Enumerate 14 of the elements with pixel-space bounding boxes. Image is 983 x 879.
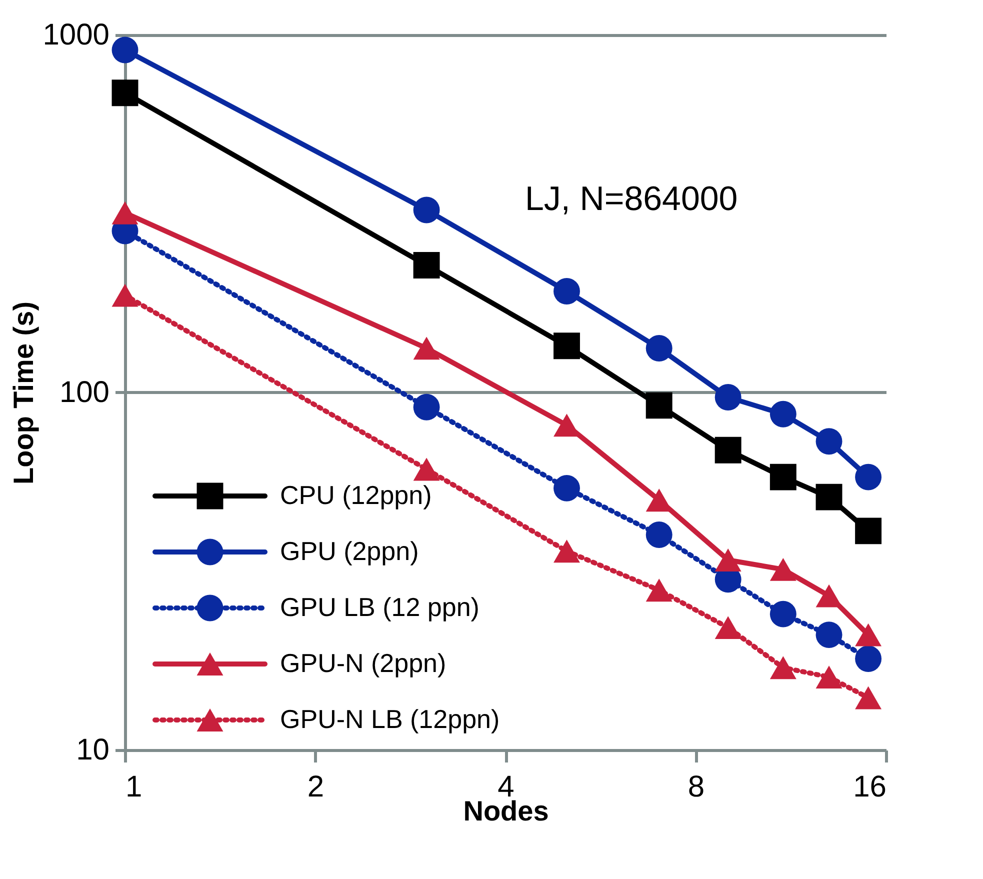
legend-label: GPU-N LB (12ppn): [280, 704, 500, 734]
y-tick-label: 10: [76, 734, 110, 766]
legend-label: GPU (2ppn): [280, 536, 419, 566]
x-tick-label: 1: [126, 770, 142, 804]
legend-label: CPU (12ppn): [280, 480, 432, 510]
legend-label: GPU LB (12 ppn): [280, 592, 480, 622]
x-tick-label: 16: [853, 770, 886, 804]
y-axis-title: Loop Time (s): [8, 301, 39, 485]
x-tick-label: 2: [307, 770, 324, 804]
annotation: LJ, N=864000: [525, 180, 738, 218]
y-tick-label: 100: [59, 376, 110, 409]
x-tick-label: 8: [688, 770, 705, 804]
y-tick-label: 1000: [42, 18, 110, 52]
legend-label: GPU-N (2ppn): [280, 648, 446, 678]
